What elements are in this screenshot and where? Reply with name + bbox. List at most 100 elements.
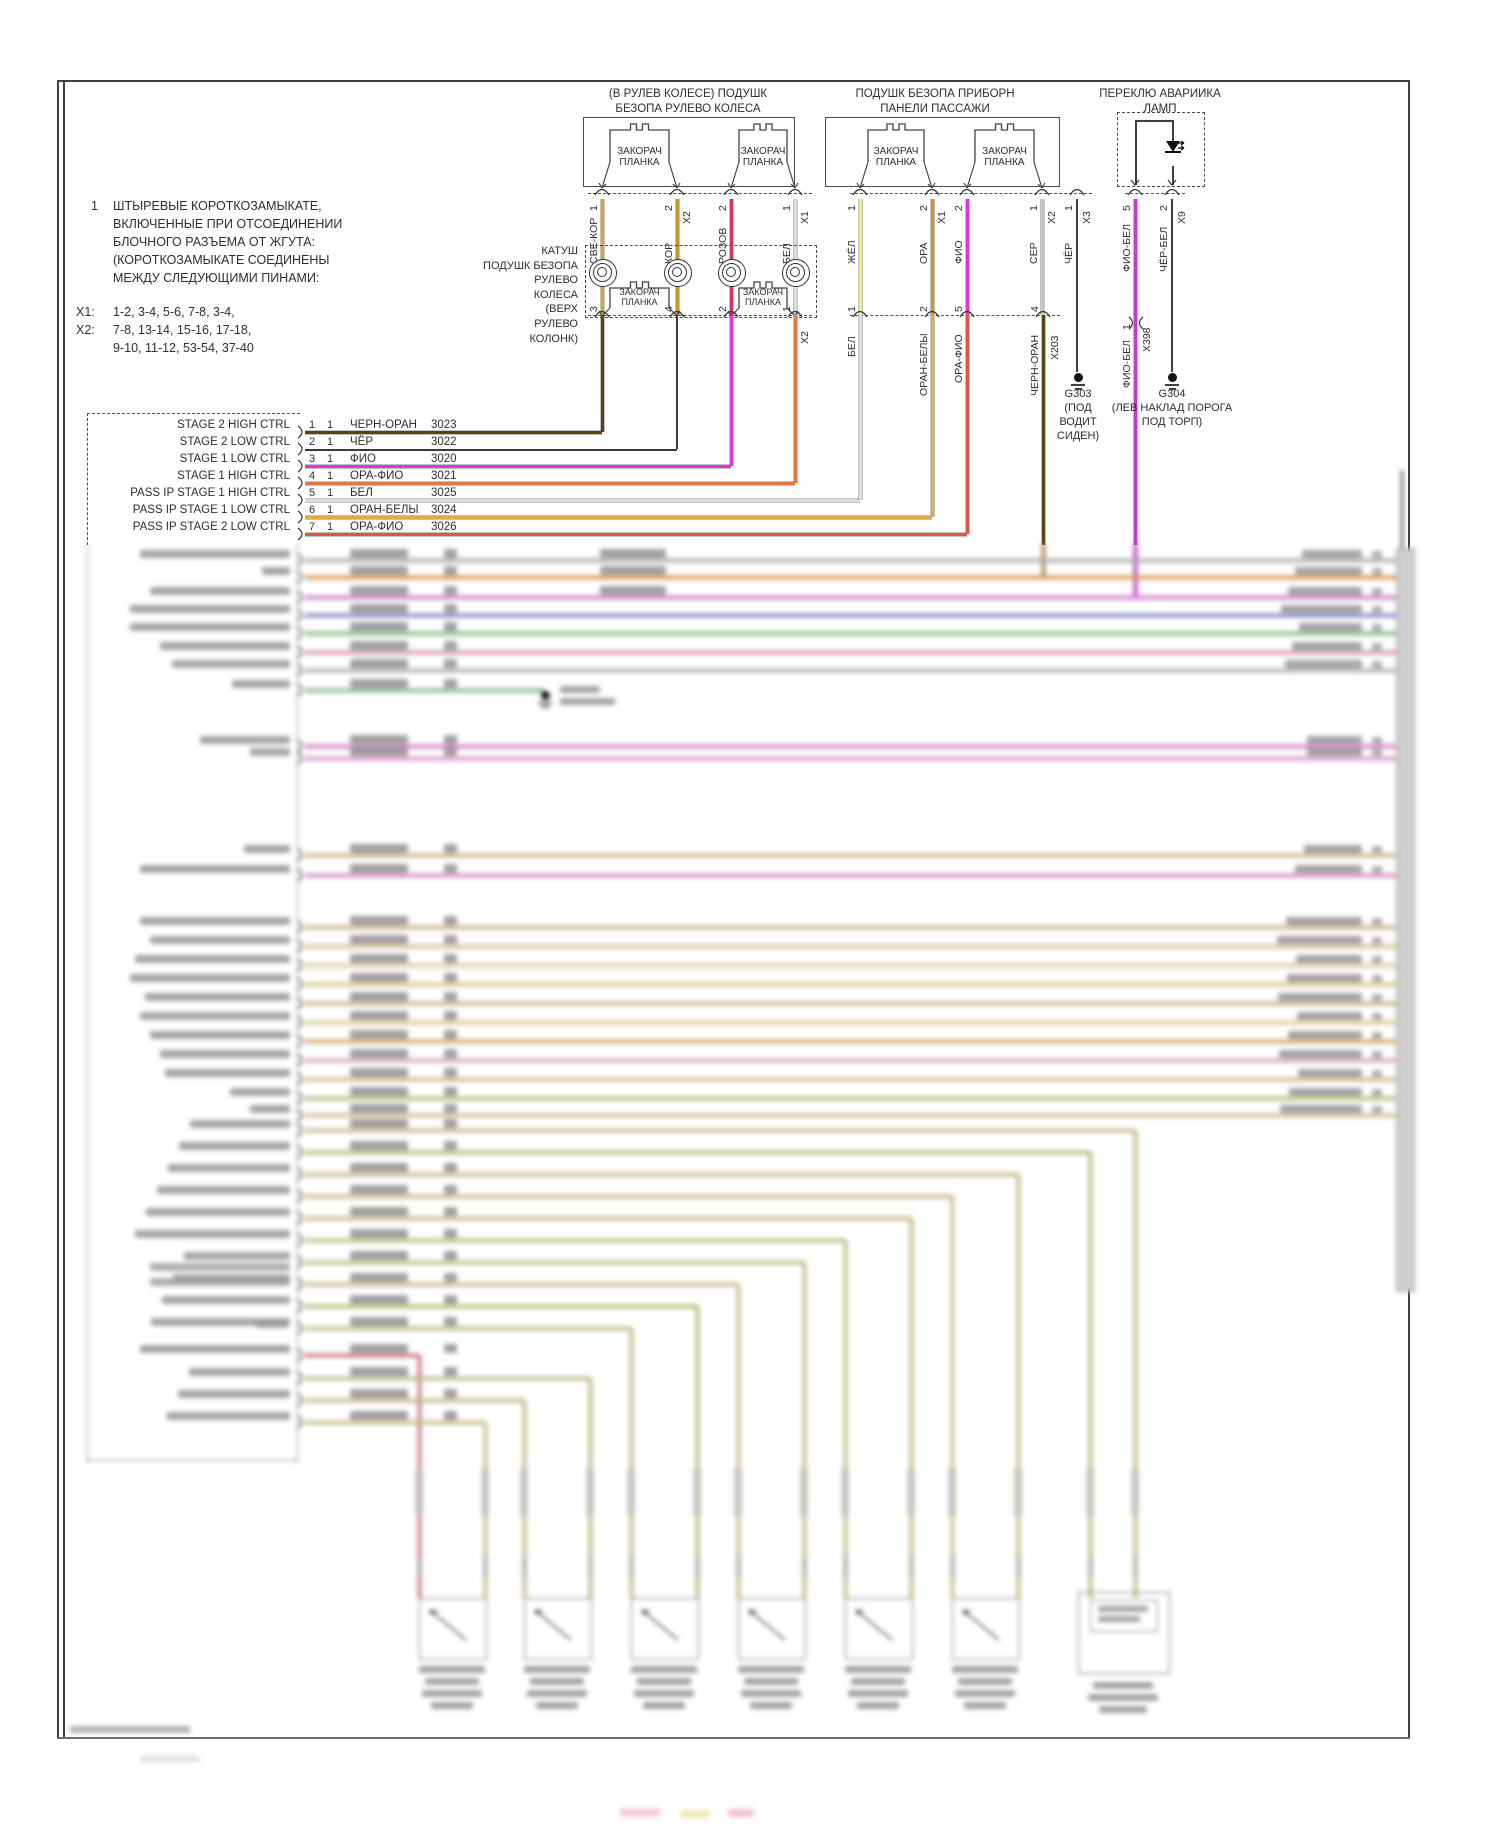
shorting-bar-label: ЗАКОРАЧ <box>982 146 1027 157</box>
shorting-bar-icon <box>598 123 681 189</box>
pin-arc-icon <box>669 188 685 196</box>
pin-number: 2 <box>717 306 729 312</box>
splice-icon <box>1128 316 1144 330</box>
wire-color-label: ЖЁЛ <box>846 240 858 264</box>
module-pin-number: 7 <box>309 521 316 533</box>
hazard-lamp-box <box>1117 112 1205 187</box>
ground-id: G304 <box>1158 388 1186 400</box>
connector-dashed-line <box>588 315 812 316</box>
frame-right <box>1408 80 1410 1737</box>
note-line: БЛОЧНОГО РАЗЪЕМА ОТ ЖГУТА: <box>113 235 316 249</box>
arrow-down-icon <box>1130 179 1140 186</box>
frame-left-inner <box>63 80 65 1737</box>
pin-arc-icon <box>669 310 685 318</box>
pin-bracket-icon <box>297 442 303 456</box>
shorting-bar-label: ЗАКОРАЧ <box>742 287 784 297</box>
clockspring-label: РУЛЕВО <box>534 274 578 287</box>
note-line: ШТЫРЕВЫЕ КОРОТКОЗАМЫКАТЕ, <box>113 199 322 213</box>
note-x1-key: X1: <box>76 305 95 319</box>
wire-vertical <box>729 315 733 466</box>
wire-vertical <box>1041 315 1045 545</box>
ground-location: ВОДИТ <box>1059 416 1097 428</box>
module-wire-qty: 1 <box>327 453 334 465</box>
pin-number: 1 <box>1121 324 1133 330</box>
wire-color-label: ФИО <box>953 240 965 264</box>
pin-bracket-icon <box>297 476 303 490</box>
wire-horizontal <box>305 481 795 485</box>
module-circuit-number: 3023 <box>431 419 457 431</box>
shorting-bar-icon <box>727 281 799 317</box>
shorting-bar-label: ПЛАНКА <box>875 157 917 168</box>
wire-horizontal <box>305 464 731 468</box>
clockspring-coil-icon <box>718 259 746 287</box>
note-x2-key: X2: <box>76 323 95 337</box>
clockspring-label: ПОДУШК БЕЗОПА <box>483 259 578 272</box>
hazard-wire <box>1135 120 1137 185</box>
wire-color-label: ОРА <box>918 242 930 264</box>
pin-arc-icon <box>852 310 868 318</box>
ground-location: СИДЕН) <box>1056 430 1100 442</box>
ground-bar <box>1165 384 1179 386</box>
wire-vertical <box>600 315 604 432</box>
ground-bar <box>1074 388 1082 390</box>
module-row-label: STAGE 2 HIGH CTRL <box>177 419 290 431</box>
pin-number: 5 <box>1121 205 1133 211</box>
pin-arc-icon <box>1035 310 1051 318</box>
connector-dashed-line <box>850 315 1060 316</box>
module-pin-number: 6 <box>309 504 316 516</box>
module-circuit-number: 3025 <box>431 487 457 499</box>
wire-horizontal <box>305 532 967 536</box>
pin-number: 1 <box>588 205 600 211</box>
hazard-wire <box>1172 120 1174 148</box>
connector-id: X203 <box>1049 335 1061 360</box>
clockspring-box <box>585 245 817 318</box>
module-row-label: PASS IP STAGE 1 LOW CTRL <box>132 504 290 516</box>
pin-bracket-icon <box>297 459 303 473</box>
ground-location: (ПОД <box>1064 402 1092 414</box>
module-wire-qty: 1 <box>327 504 334 516</box>
pin-number: 1 <box>846 306 858 312</box>
module-circuit-number: 3020 <box>431 453 457 465</box>
shorting-bar-label: ПЛАНКА <box>621 297 658 307</box>
connector-id: X9 <box>1176 211 1188 224</box>
module-border-left <box>87 413 88 545</box>
module-circuit-number: 3021 <box>431 470 457 482</box>
pin-arc-icon <box>924 188 940 196</box>
module-wire-qty: 1 <box>327 487 334 499</box>
ground-location: (ЛЕВ НАКЛАД ПОРОГА <box>1111 402 1233 414</box>
wire-color-label: ЧЕРН-ОРАН <box>1029 334 1041 396</box>
wire-color-label: БЕЛ <box>846 336 858 358</box>
pin-arc-icon <box>959 310 975 318</box>
module-row-label: PASS IP STAGE 1 HIGH CTRL <box>130 487 290 499</box>
pin-number: 1 <box>846 205 858 211</box>
wire-vertical <box>729 199 733 315</box>
pin-bracket-icon <box>297 510 303 524</box>
shorting-bar-icon <box>598 281 681 317</box>
note-x1-value: 1-2, 3-4, 5-6, 7-8, 3-4, <box>113 305 235 319</box>
connector-id: X3 <box>1081 211 1093 224</box>
ground-id: G303 <box>1064 388 1092 400</box>
pin-number: 2 <box>663 205 675 211</box>
module-border-top <box>87 413 300 414</box>
ground-bar <box>1168 388 1176 390</box>
wire-color-label: СЕР <box>1028 242 1040 264</box>
note-x2-value: 7-8, 13-14, 15-16, 17-18, <box>113 323 252 337</box>
pin-arc-icon <box>723 188 739 196</box>
module-circuit-number: 3026 <box>431 521 457 533</box>
clockspring-label: РУЛЕВО <box>534 318 578 330</box>
connector-id: X2 <box>1046 211 1058 224</box>
pin-number: 1 <box>781 306 793 312</box>
clockspring-label: КОЛЕСА <box>533 288 578 301</box>
wire-vertical <box>965 199 969 315</box>
module-wire-qty: 1 <box>327 419 334 431</box>
module-wire-qty: 1 <box>327 436 334 448</box>
shorting-bar-label: ЗАКОРАЧ <box>619 287 660 297</box>
pin-bracket-icon <box>297 527 303 541</box>
connector-id: X2 <box>799 331 811 344</box>
pin-arc-icon <box>787 188 803 196</box>
note-line: МЕЖДУ СЛЕДУЮЩИМИ ПИНАМИ: <box>113 271 320 285</box>
connector-id: X398 <box>1141 327 1153 352</box>
steering-airbag-box <box>583 117 795 187</box>
pin-number: 2 <box>1158 205 1170 211</box>
shorting-bar-label: ПЛАНКА <box>744 297 782 307</box>
